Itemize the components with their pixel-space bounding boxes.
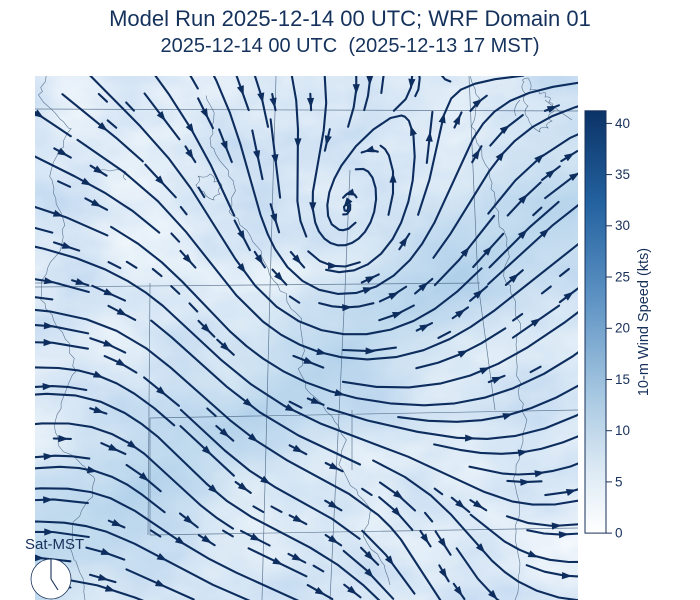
svg-text:10-m Wind Speed (kts): 10-m Wind Speed (kts): [636, 248, 652, 396]
svg-text:35: 35: [615, 167, 630, 182]
svg-text:30: 30: [615, 218, 630, 233]
svg-text:Sat-MST: Sat-MST: [25, 536, 84, 553]
svg-text:40: 40: [615, 116, 630, 131]
svg-text:5: 5: [615, 474, 623, 489]
svg-text:0: 0: [615, 526, 623, 541]
svg-text:10: 10: [615, 423, 630, 438]
svg-text:20: 20: [615, 321, 630, 336]
svg-text:25: 25: [615, 269, 630, 284]
svg-text:15: 15: [615, 372, 630, 387]
